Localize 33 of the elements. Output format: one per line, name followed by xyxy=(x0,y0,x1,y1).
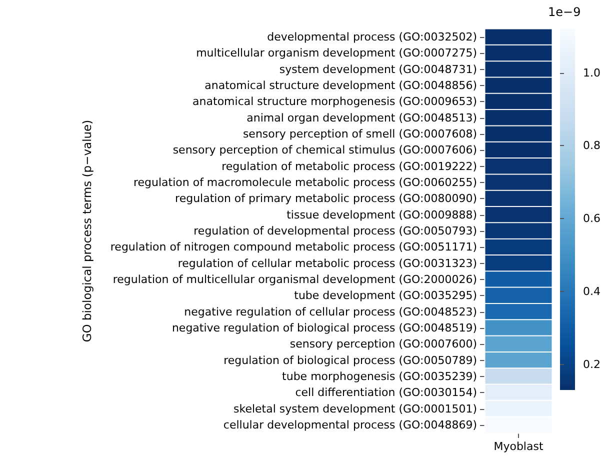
y-tick-label: regulation of nitrogen compound metabolic process (GO:0051171) xyxy=(110,240,477,254)
y-tick-label: sensory perception of smell (GO:0007608) xyxy=(242,128,477,141)
y-tick-label: multicellular organism development (GO:0007275) xyxy=(196,46,477,60)
y-tick-label: tube morphogenesis (GO:0035239) xyxy=(282,370,477,383)
y-tick-label: sensory perception (GO:0007600) xyxy=(290,338,477,351)
y-tick-label: developmental process (GO:0032502) xyxy=(267,30,477,44)
y-tick-label: skeletal system development (GO:0001501) xyxy=(234,402,477,416)
x-tick-label: Myoblast xyxy=(494,440,544,453)
y-tick-label: anatomical structure development (GO:0048856) xyxy=(204,79,477,92)
color-bar-label: 0.6 xyxy=(583,212,600,226)
y-tick-label: regulation of metabolic process (GO:0019222) xyxy=(222,160,477,173)
y-tick-label: tube development (GO:0035295) xyxy=(294,289,477,302)
y-tick-label: cellular developmental process (GO:0048869) xyxy=(223,418,477,432)
y-tick-label: cell differentiation (GO:0030154) xyxy=(295,386,477,400)
y-tick-label: system development (GO:0048731) xyxy=(279,62,477,76)
y-tick-label: animal organ development (GO:0048513) xyxy=(246,111,477,124)
y-tick-label: negative regulation of biological process (GO:0048519) xyxy=(172,321,477,334)
y-tick-label: tissue development (GO:0009888) xyxy=(286,208,477,222)
y-tick-label: regulation of macromolecule metabolic process (GO:0060255) xyxy=(133,176,477,190)
y-tick-label: regulation of cellular metabolic process (GO:0031323) xyxy=(178,256,477,270)
color-bar-label: 0.4 xyxy=(583,285,600,298)
y-tick-label: anatomical structure morphogenesis (GO:0009653) xyxy=(192,95,477,108)
y-tick-label: negative regulation of cellular process (GO:0048523) xyxy=(184,305,477,318)
y-axis-title: GO biological process terms (p−value) xyxy=(80,120,94,342)
y-tick-label: sensory perception of chemical stimulus (GO:0007606) xyxy=(172,144,477,157)
y-tick-label: regulation of primary metabolic process (GO:0080090) xyxy=(175,192,477,206)
y-tick-label: regulation of multicellular organismal development (GO:2000026) xyxy=(112,272,477,286)
y-tick-label: regulation of biological process (GO:0050789) xyxy=(224,354,477,367)
y-tick-label: regulation of developmental process (GO:0050793) xyxy=(194,224,477,238)
color-bar-label: 0.8 xyxy=(583,139,600,152)
text: 1e−9 xyxy=(548,5,581,19)
color-bar-label: 0.2 xyxy=(583,358,600,371)
color-bar-label: 1.0 xyxy=(583,66,600,80)
